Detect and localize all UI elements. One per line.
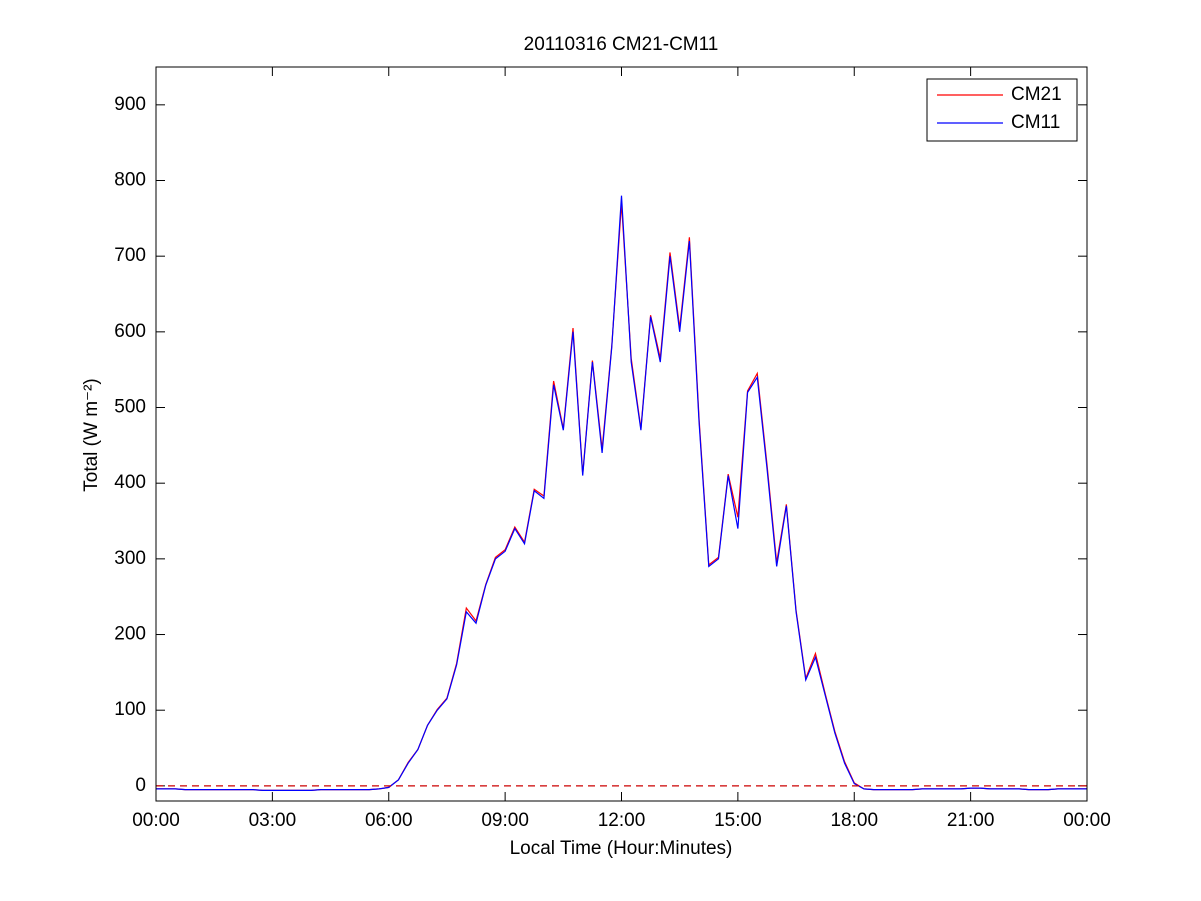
y-tick-label: 100	[114, 699, 146, 720]
legend-label: CM21	[1011, 84, 1062, 105]
x-tick-label: 00:00	[1063, 810, 1111, 831]
chart-title: 20110316 CM21-CM11	[524, 34, 719, 55]
x-tick-label: 12:00	[598, 810, 646, 831]
plot-frame	[155, 66, 1088, 802]
y-tick-label: 600	[114, 321, 146, 342]
y-tick-label: 500	[114, 397, 146, 418]
legend-label: CM11	[1011, 112, 1060, 133]
y-tick-label: 0	[135, 775, 146, 796]
y-axis-label: Total (W m⁻²)	[81, 378, 102, 491]
y-tick-label: 900	[114, 94, 146, 115]
legend-box	[926, 78, 1078, 142]
x-tick-label: 06:00	[365, 810, 413, 831]
y-tick-label: 700	[114, 245, 146, 266]
data-line	[156, 195, 1087, 792]
y-tick-label: 400	[114, 472, 146, 493]
x-axis-label: Local Time (Hour:Minutes)	[510, 838, 733, 859]
x-tick-label: 00:00	[132, 810, 180, 831]
x-tick-label: 03:00	[249, 810, 297, 831]
y-tick-label: 200	[114, 624, 146, 645]
x-tick-label: 09:00	[481, 810, 529, 831]
x-tick-label: 21:00	[947, 810, 995, 831]
y-tick-label: 800	[114, 170, 146, 191]
x-tick-label: 15:00	[714, 810, 762, 831]
y-tick-label: 300	[114, 548, 146, 569]
x-tick-label: 18:00	[830, 810, 878, 831]
